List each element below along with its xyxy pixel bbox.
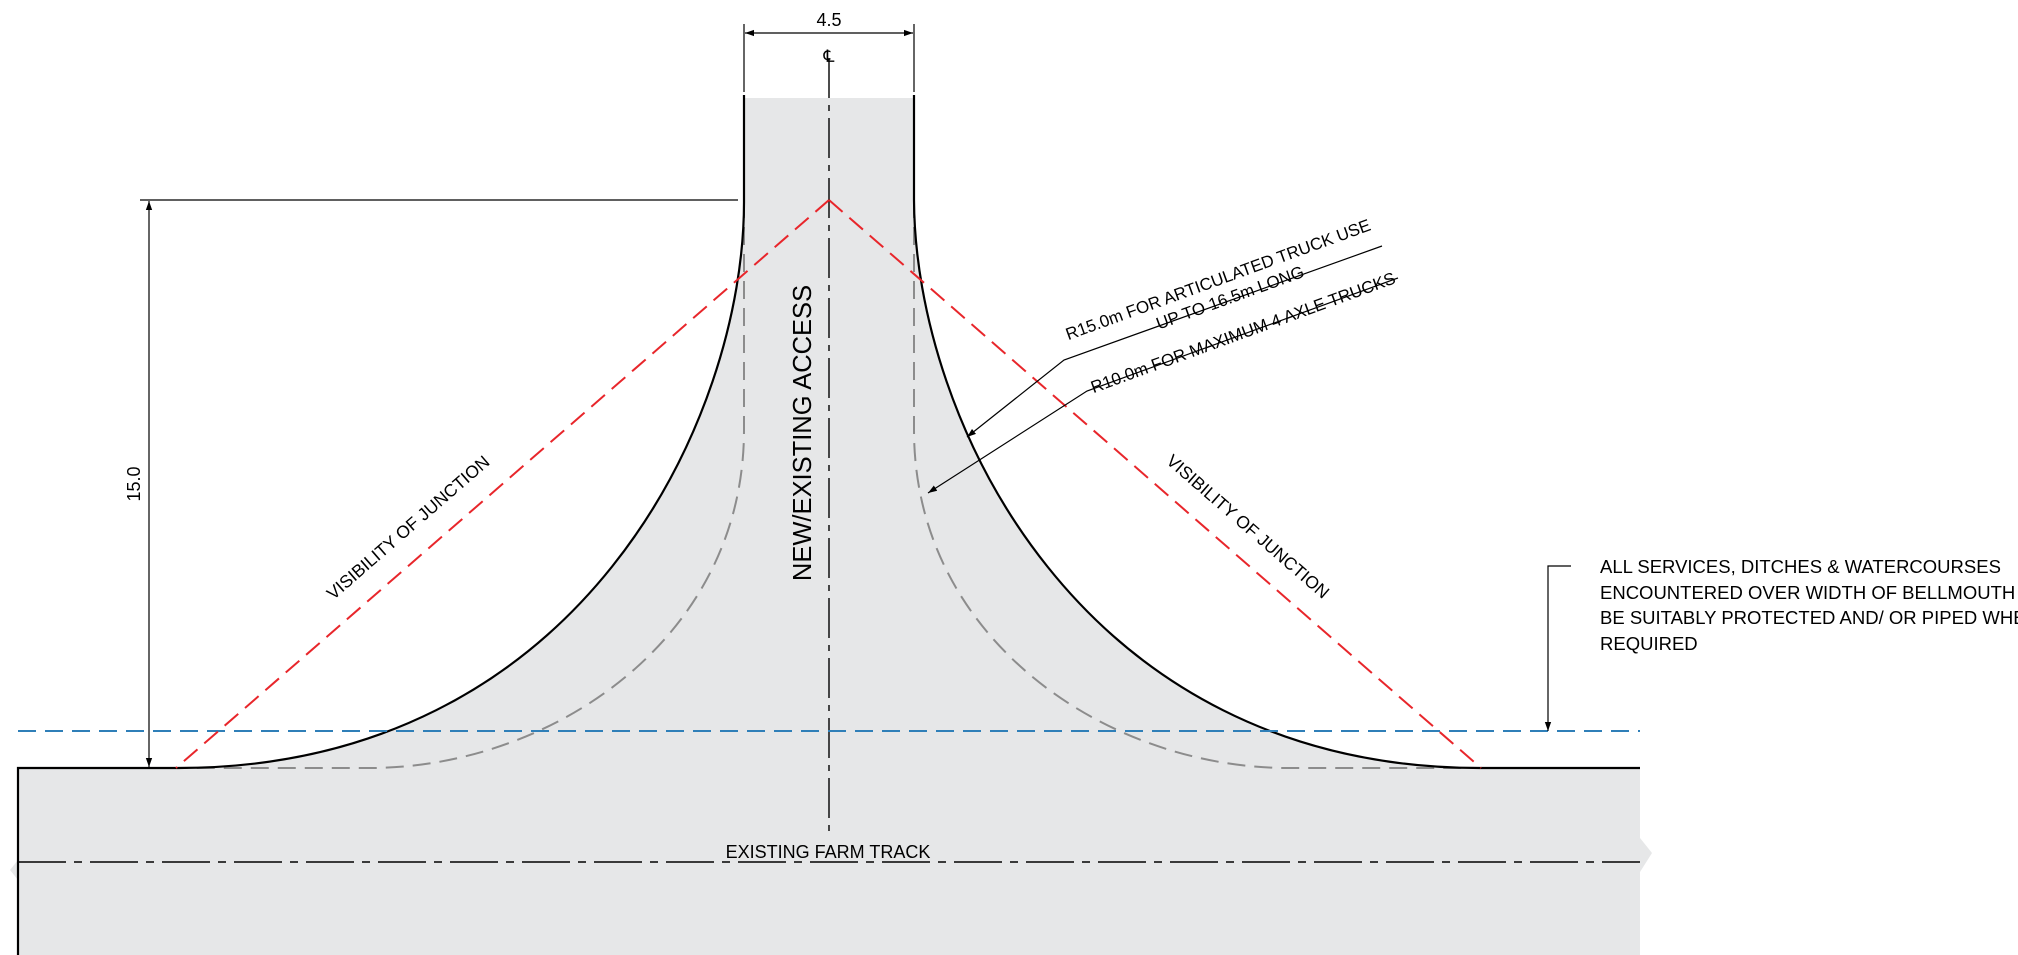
visibility-label-right: VISIBILITY OF JUNCTION (1163, 450, 1334, 602)
services-note: ALL SERVICES, DITCHES & WATERCOURSES ENC… (1600, 554, 2018, 656)
r10-kerb-line-left (178, 200, 745, 769)
services-note-line: ENCOUNTERED OVER WIDTH OF BELLMOUTH TO (1600, 581, 2018, 603)
r10-leader (927, 277, 1399, 494)
r15-label-line1: R15.0m FOR ARTICULATED TRUCK USE (1063, 216, 1373, 344)
services-note-line: ALL SERVICES, DITCHES & WATERCOURSES (1600, 556, 2001, 577)
width-dimension-label: 4.5 (816, 10, 841, 30)
depth-dimension-label: 15.0 (124, 466, 144, 501)
visibility-label-left: VISIBILITY OF JUNCTION (323, 451, 494, 603)
r15-kerb-outline-right (912, 95, 1640, 770)
visibility-splay-right (828, 199, 1482, 769)
services-note-leader (1544, 565, 1571, 731)
access-road-label: NEW/EXISTING ACCESS (789, 285, 817, 581)
centerline-symbol: ℄ (823, 47, 835, 66)
r10-kerb-line-right (913, 200, 1480, 769)
visibility-splay-left (175, 199, 830, 769)
services-note-line: BE SUITABLY PROTECTED AND/ OR PIPED WHER… (1600, 607, 2018, 628)
track-torn-edge-right (1640, 838, 1652, 872)
services-note-line: REQUIRED (1600, 632, 1698, 654)
r15-kerb-outline-left (16, 95, 746, 955)
track-torn-edge-left (10, 860, 18, 880)
farm-track-label: EXISTING FARM TRACK (726, 842, 931, 862)
r15-leader (966, 245, 1383, 438)
